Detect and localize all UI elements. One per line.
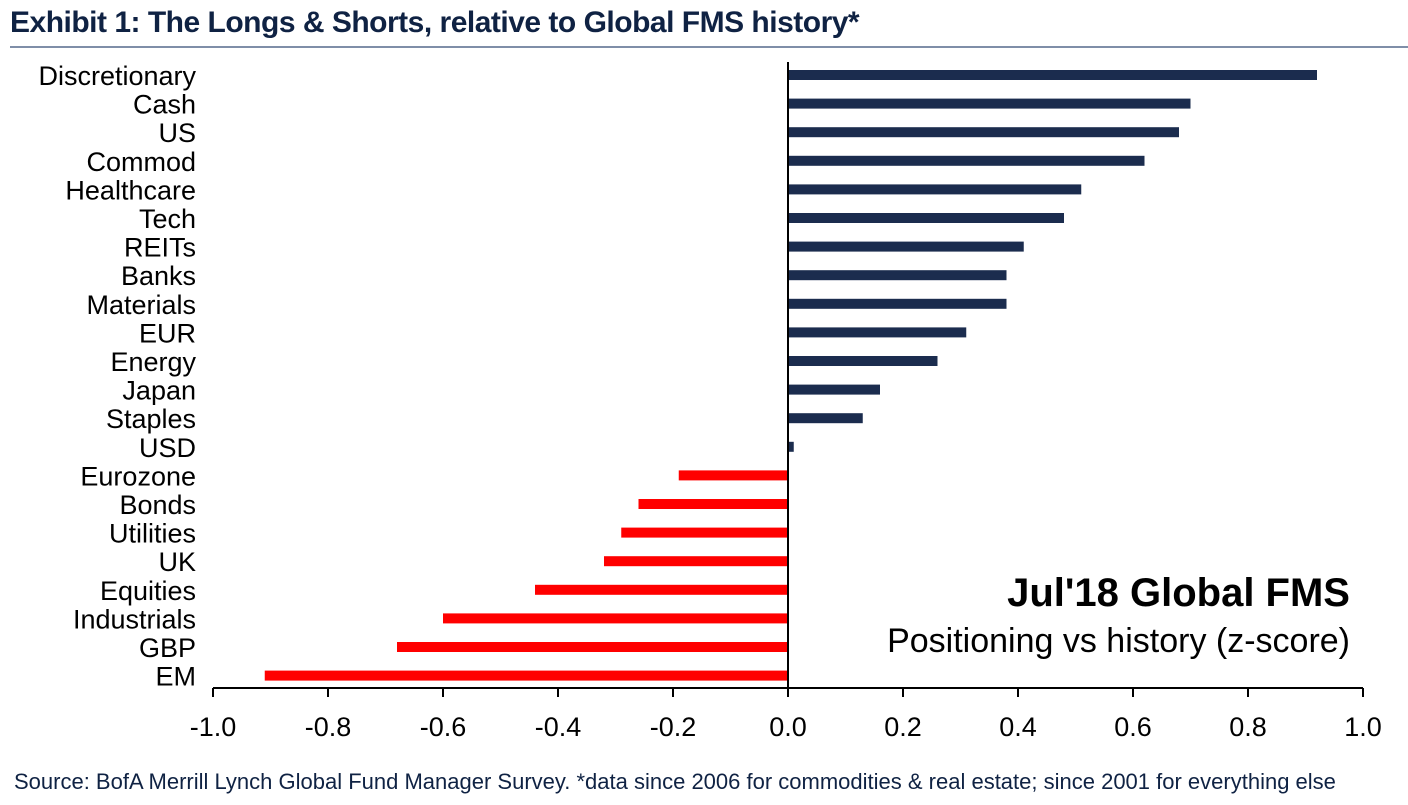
bar-bonds [638, 499, 788, 509]
bar-banks [788, 270, 1007, 281]
bar-chart: DiscretionaryCashUSCommodHealthcareTechR… [38, 61, 1382, 742]
bar-em [264, 670, 788, 681]
category-label: Materials [86, 290, 196, 320]
category-label: Japan [122, 376, 196, 406]
category-label: Energy [110, 347, 196, 377]
x-tick-group: -1.0 -0.8 -0.6 -0.4 -0.2 0.0 0.2 0.4 0.6 0.8 1.0 [190, 688, 1382, 742]
x-tick-label: -1.0 [190, 712, 237, 742]
category-labels: DiscretionaryCashUSCommodHealthcareTechR… [38, 61, 196, 692]
exhibit-title: Exhibit 1: The Longs & Shorts, relative … [10, 6, 860, 39]
category-label: USD [139, 433, 196, 463]
x-tick-label: -0.8 [305, 712, 352, 742]
category-label: Tech [139, 204, 196, 234]
bar-us [788, 127, 1179, 138]
bar-japan [788, 384, 880, 395]
bar-staples [788, 413, 863, 424]
bar-gbp [397, 642, 788, 652]
x-tick-label: 1.0 [1344, 712, 1382, 742]
bar-equities [535, 584, 788, 595]
bar-utilities [621, 527, 788, 538]
x-tick-label: 0.4 [999, 712, 1037, 742]
bar-energy [788, 356, 938, 366]
bar-eur [788, 327, 967, 338]
category-label: Industrials [73, 604, 196, 634]
category-label: Banks [121, 261, 196, 291]
bar-usd [788, 441, 794, 452]
category-label: UK [158, 547, 196, 577]
category-label: Cash [133, 90, 196, 120]
category-label: GBP [139, 633, 196, 663]
bar-cash [788, 98, 1191, 109]
x-tick-label: 0.2 [884, 712, 922, 742]
title-rule [10, 46, 1408, 48]
bar-tech [788, 213, 1064, 223]
category-label: US [158, 118, 196, 148]
bar-healthcare [788, 184, 1082, 195]
category-label: Discretionary [38, 61, 196, 91]
category-label: EUR [139, 318, 196, 348]
category-label: Bonds [119, 490, 196, 520]
category-label: EM [156, 662, 197, 692]
bar-materials [788, 298, 1007, 309]
category-label: Utilities [109, 519, 196, 549]
category-label: Eurozone [80, 461, 196, 491]
category-label: Equities [100, 576, 196, 606]
x-tick-label: -0.4 [535, 712, 582, 742]
bar-commod [788, 155, 1145, 166]
category-label: REITs [124, 233, 196, 263]
x-tick-label: -0.2 [650, 712, 697, 742]
bar-discretionary [788, 70, 1317, 80]
category-label: Commod [86, 147, 196, 177]
x-tick-label: -0.6 [420, 712, 467, 742]
source-note: Source: BofA Merrill Lynch Global Fund M… [14, 769, 1336, 794]
bar-group [264, 70, 1317, 681]
category-label: Healthcare [65, 175, 196, 205]
annotation-subtitle: Positioning vs history (z-score) [887, 622, 1350, 660]
annotation-title: Jul'18 Global FMS [1007, 571, 1350, 615]
bar-uk [604, 556, 788, 567]
x-tick-label: 0.8 [1229, 712, 1267, 742]
bar-industrials [443, 613, 788, 624]
bar-reits [788, 241, 1024, 252]
x-tick-label: 0.6 [1114, 712, 1152, 742]
x-tick-label: 0.0 [769, 712, 807, 742]
category-label: Staples [106, 404, 196, 434]
bar-eurozone [678, 470, 788, 481]
